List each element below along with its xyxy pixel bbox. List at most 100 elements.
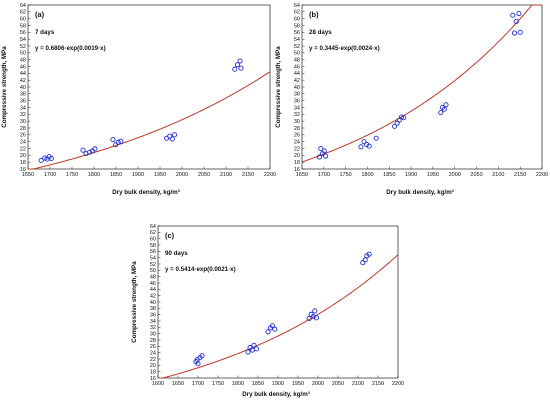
y-tick-label: 22 — [150, 357, 156, 363]
data-point — [48, 155, 54, 161]
data-point — [513, 18, 519, 24]
x-tick-label: 1850 — [110, 172, 122, 178]
x-tick-label: 1950 — [427, 172, 439, 178]
x-tick-label: 1800 — [232, 381, 244, 387]
y-tick-label: 48 — [20, 58, 26, 64]
y-tick-label: 58 — [150, 243, 156, 249]
y-tick-label: 46 — [150, 281, 156, 287]
plot-frame — [27, 4, 271, 170]
y-tick-label: 44 — [150, 287, 156, 293]
y-tick-label: 56 — [150, 249, 156, 255]
y-tick-label: 40 — [294, 85, 300, 91]
data-point — [253, 346, 259, 352]
y-tick-label: 34 — [20, 105, 26, 111]
y-tick-label: 16 — [20, 167, 26, 173]
y-tick-label: 52 — [20, 44, 26, 50]
y-tick-label: 34 — [150, 319, 156, 325]
y-tick-label: 36 — [150, 313, 156, 319]
fit-curve — [301, 4, 542, 163]
data-point — [366, 251, 372, 257]
data-point — [87, 149, 93, 155]
age-label: 7 days — [35, 29, 55, 36]
data-point — [92, 146, 98, 152]
fit-equation: y = 0.5414·exp(0.0021·x) — [165, 266, 236, 273]
data-point — [237, 58, 243, 64]
x-tick-label: 2000 — [312, 381, 324, 387]
y-tick-label: 38 — [150, 306, 156, 312]
data-point — [362, 257, 368, 263]
y-tick-label: 32 — [294, 112, 300, 118]
panel-b: 1618202224262830323436384042444648505254… — [275, 3, 548, 196]
y-tick-label: 28 — [20, 126, 26, 132]
data-point — [269, 323, 275, 329]
y-tick-label: 62 — [150, 230, 156, 236]
y-tick-label: 42 — [20, 78, 26, 84]
data-point — [438, 110, 444, 116]
data-point — [373, 135, 379, 141]
x-tick-label: 1900 — [132, 172, 144, 178]
data-point — [318, 145, 324, 152]
y-tick-label: 32 — [20, 112, 26, 118]
y-tick-label: 16 — [150, 376, 156, 382]
x-tick-label: 2100 — [352, 381, 364, 387]
y-tick-label: 26 — [20, 133, 26, 139]
x-tick-label: 1900 — [272, 381, 284, 387]
y-tick-label: 52 — [150, 262, 156, 268]
y-tick-label: 58 — [294, 23, 300, 29]
data-point — [366, 143, 372, 149]
y-tick-label: 24 — [294, 140, 300, 146]
data-point — [316, 154, 323, 160]
x-tick-label: 2100 — [220, 172, 232, 178]
y-tick-label: 22 — [294, 146, 300, 152]
y-tick-label: 16 — [294, 167, 300, 173]
y-tick-label: 62 — [20, 10, 26, 16]
fit-equation: y = 0.3445·exp(0.0024·x) — [309, 45, 380, 52]
x-tick-label: 1800 — [88, 172, 100, 178]
data-point — [169, 136, 175, 142]
y-tick-label: 60 — [150, 237, 156, 243]
x-axis-label: Dry bulk density, kg/m³ — [386, 189, 454, 196]
x-tick-label: 2000 — [449, 172, 461, 178]
y-axis-label: Compressive strength, MPa — [275, 46, 282, 128]
y-tick-label: 18 — [294, 160, 300, 166]
data-point — [510, 12, 516, 18]
y-tick-label: 46 — [294, 64, 300, 70]
data-point — [118, 138, 124, 144]
panel-label: (a) — [35, 10, 45, 19]
data-point — [194, 357, 200, 363]
data-point — [323, 153, 329, 159]
y-tick-label: 22 — [20, 146, 26, 152]
x-tick-label: 1950 — [154, 172, 166, 178]
y-tick-label: 36 — [294, 99, 300, 105]
y-tick-label: 18 — [150, 370, 156, 376]
x-tick-label: 1950 — [292, 381, 304, 387]
y-tick-label: 64 — [150, 224, 156, 230]
y-tick-label: 30 — [20, 119, 26, 125]
y-tick-label: 26 — [294, 133, 300, 139]
y-tick-label: 56 — [20, 30, 26, 36]
x-tick-label: 2150 — [242, 172, 254, 178]
y-tick-label: 40 — [20, 85, 26, 91]
y-tick-label: 60 — [20, 17, 26, 23]
x-tick-label: 1750 — [66, 172, 78, 178]
data-point — [110, 137, 116, 143]
x-tick-label: 2100 — [492, 172, 504, 178]
y-tick-label: 20 — [150, 363, 156, 369]
x-tick-label: 2050 — [332, 381, 344, 387]
x-tick-label: 2200 — [392, 381, 404, 387]
y-tick-label: 24 — [20, 140, 26, 146]
y-tick-label: 62 — [294, 10, 300, 16]
y-tick-label: 54 — [294, 37, 300, 43]
data-point — [199, 353, 205, 359]
data-point — [251, 342, 257, 348]
x-tick-label: 1650 — [22, 172, 34, 178]
y-tick-label: 36 — [20, 99, 26, 105]
data-point — [517, 29, 523, 35]
x-tick-label: 2150 — [514, 172, 526, 178]
y-tick-label: 30 — [294, 119, 300, 125]
x-tick-label: 2000 — [176, 172, 188, 178]
fit-equation: y = 0.6806·exp(0.0019·x) — [35, 45, 106, 52]
data-point — [171, 132, 178, 138]
data-point — [265, 329, 271, 335]
